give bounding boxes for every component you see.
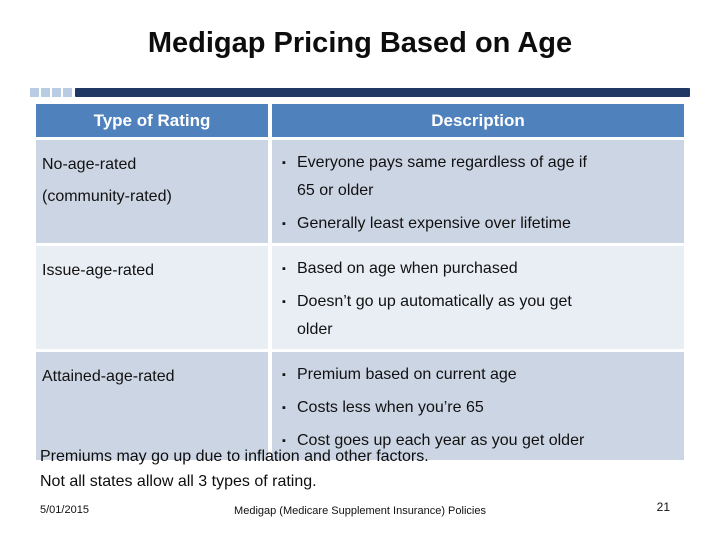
- bullet-item: ▪ Based on age when purchased: [282, 255, 678, 283]
- bullet-item: ▪ Everyone pays same regardless of age i…: [282, 149, 678, 205]
- row-type-cell: Attained-age-rated: [36, 352, 268, 460]
- row-type-cell: Issue-age-rated: [36, 246, 268, 349]
- table-row: No-age-rated (community-rated) ▪ Everyon…: [36, 140, 684, 243]
- bullet-item: ▪ Generally least expensive over lifetim…: [282, 210, 678, 238]
- table-header-type-of-rating: Type of Rating: [36, 104, 268, 137]
- bullet-text: Costs less when you’re 65: [297, 399, 484, 416]
- row-type-line: Issue-age-rated: [42, 262, 155, 279]
- decorative-bar: [30, 88, 690, 97]
- row-description-cell: ▪ Everyone pays same regardless of age i…: [272, 140, 684, 243]
- bullet-text: Based on age when purchased: [297, 260, 518, 277]
- decor-square-icon: [30, 88, 39, 97]
- bullet-text: Premium based on current age: [297, 366, 517, 383]
- footer-title: Medigap (Medicare Supplement Insurance) …: [234, 505, 486, 517]
- row-type-line: (community-rated): [42, 188, 172, 205]
- decor-square-icon: [52, 88, 61, 97]
- pricing-table: Type of Rating Description No-age-rated …: [36, 104, 684, 463]
- bullet-text: Generally least expensive over lifetime: [297, 215, 571, 232]
- square-bullet-icon: ▪: [282, 218, 286, 230]
- row-type-line: Attained-age-rated: [42, 368, 175, 385]
- bullet-item: ▪ Premium based on current age: [282, 361, 678, 389]
- square-bullet-icon: ▪: [282, 435, 286, 447]
- bullet-text: Everyone pays same regardless of age if …: [297, 154, 587, 199]
- decor-square-icon: [41, 88, 50, 97]
- table-row: Issue-age-rated ▪ Based on age when purc…: [36, 246, 684, 349]
- square-bullet-icon: ▪: [282, 402, 286, 414]
- notes-line-1: Premiums may go up due to inflation and …: [40, 448, 429, 465]
- bullet-item: ▪ Cost goes up each year as you get olde…: [282, 427, 678, 455]
- decor-square-icon: [63, 88, 72, 97]
- row-description-cell: ▪ Based on age when purchased ▪ Doesn’t …: [272, 246, 684, 349]
- notes-block: Premiums may go up due to inflation and …: [40, 444, 429, 494]
- table-header-row: Type of Rating Description: [36, 104, 684, 137]
- row-type-cell: No-age-rated (community-rated): [36, 140, 268, 243]
- square-bullet-icon: ▪: [282, 263, 286, 275]
- page-number: 21: [656, 500, 670, 514]
- row-type-line: No-age-rated: [42, 156, 137, 173]
- square-bullet-icon: ▪: [282, 157, 286, 169]
- bullet-item: ▪ Doesn’t go up automatically as you get…: [282, 288, 678, 344]
- bullet-item: ▪ Costs less when you’re 65: [282, 394, 678, 422]
- square-bullet-icon: ▪: [282, 296, 286, 308]
- square-bullet-icon: ▪: [282, 369, 286, 381]
- slide-title: Medigap Pricing Based on Age: [147, 27, 573, 59]
- bullet-text: Cost goes up each year as you get older: [297, 432, 585, 449]
- notes-line-2: Not all states allow all 3 types of rati…: [40, 473, 317, 490]
- table-row: Attained-age-rated ▪ Premium based on cu…: [36, 352, 684, 460]
- footer-date: 5/01/2015: [40, 504, 89, 516]
- decor-navy-bar: [75, 88, 690, 97]
- bullet-text: Doesn’t go up automatically as you get o…: [297, 293, 572, 338]
- row-description-cell: ▪ Premium based on current age ▪ Costs l…: [272, 352, 684, 460]
- table-header-description: Description: [272, 104, 684, 137]
